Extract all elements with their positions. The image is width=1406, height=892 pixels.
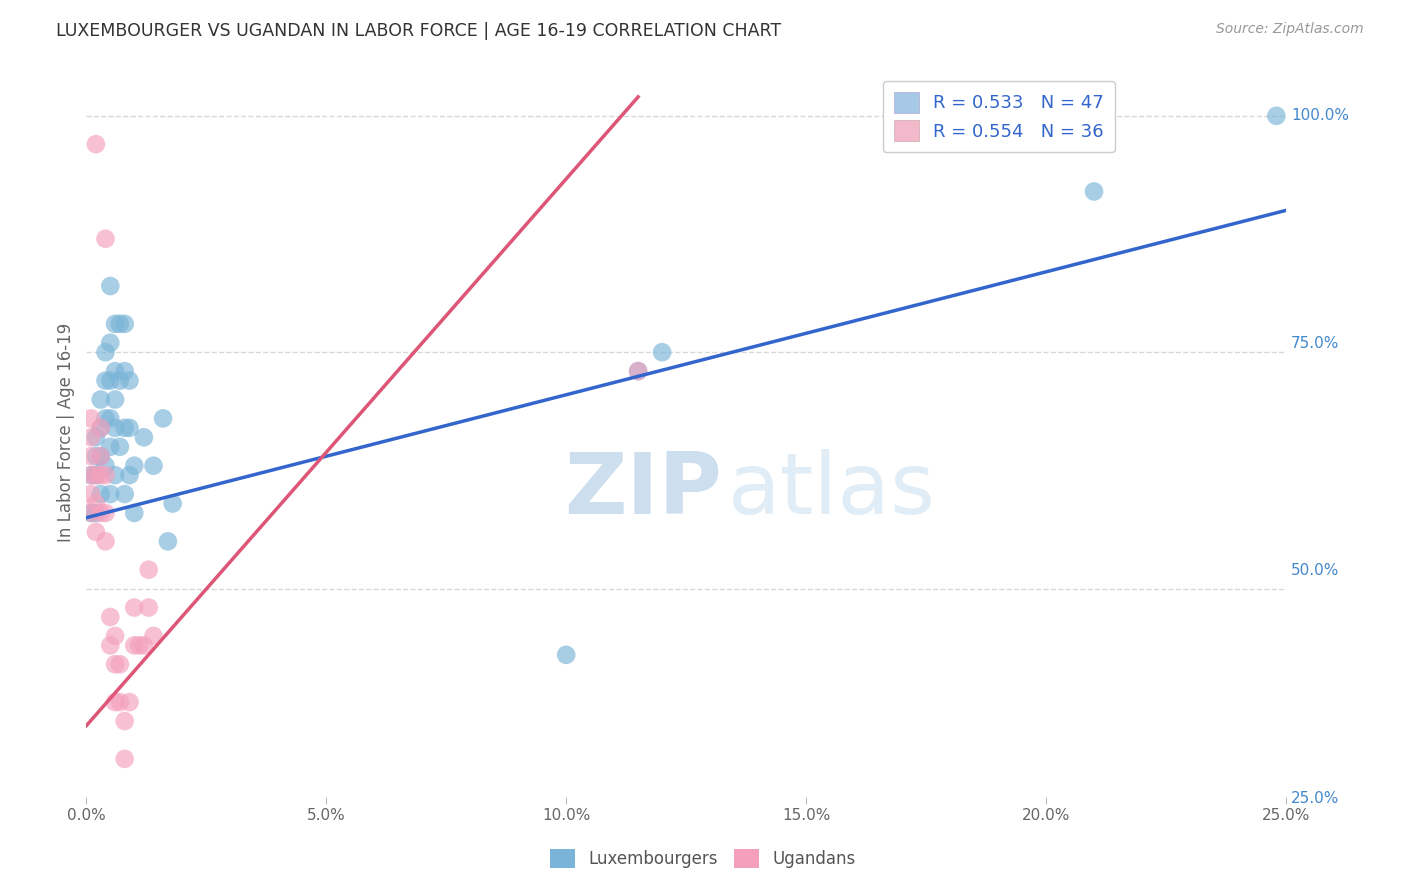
Point — [80, 468, 103, 483]
Point — [84, 496, 107, 510]
Point — [124, 600, 146, 615]
Point — [104, 695, 127, 709]
Point — [90, 392, 112, 407]
Point — [138, 563, 160, 577]
Point — [84, 430, 107, 444]
Legend: R = 0.533   N = 47, R = 0.554   N = 36: R = 0.533 N = 47, R = 0.554 N = 36 — [883, 81, 1115, 152]
Point — [98, 374, 121, 388]
Y-axis label: In Labor Force | Age 16-19: In Labor Force | Age 16-19 — [58, 323, 75, 542]
Point — [651, 345, 673, 359]
Point — [104, 421, 127, 435]
Point — [94, 374, 117, 388]
Point — [108, 695, 131, 709]
Point — [98, 411, 121, 425]
Point — [80, 411, 103, 425]
Point — [128, 639, 150, 653]
Legend: Luxembourgers, Ugandans: Luxembourgers, Ugandans — [543, 842, 863, 875]
Point — [94, 411, 117, 425]
Point — [84, 468, 107, 483]
Point — [98, 335, 121, 350]
Point — [152, 411, 174, 425]
Point — [94, 458, 117, 473]
Point — [118, 468, 141, 483]
Point — [90, 449, 112, 463]
Point — [108, 374, 131, 388]
Point — [94, 232, 117, 246]
Point — [90, 487, 112, 501]
Point — [94, 468, 117, 483]
Point — [1265, 109, 1288, 123]
Point — [124, 506, 146, 520]
Point — [104, 317, 127, 331]
Point — [118, 695, 141, 709]
Point — [108, 317, 131, 331]
Point — [94, 506, 117, 520]
Point — [118, 374, 141, 388]
Point — [114, 714, 136, 728]
Point — [138, 600, 160, 615]
Text: LUXEMBOURGER VS UGANDAN IN LABOR FORCE | AGE 16-19 CORRELATION CHART: LUXEMBOURGER VS UGANDAN IN LABOR FORCE |… — [56, 22, 782, 40]
Point — [104, 364, 127, 378]
Point — [80, 506, 103, 520]
Point — [142, 458, 165, 473]
Point — [104, 629, 127, 643]
Point — [98, 487, 121, 501]
Point — [98, 610, 121, 624]
Point — [80, 506, 103, 520]
Point — [90, 506, 112, 520]
Point — [124, 458, 146, 473]
Text: atlas: atlas — [728, 450, 936, 533]
Point — [108, 440, 131, 454]
Point — [98, 440, 121, 454]
Point — [132, 430, 155, 444]
Point — [114, 487, 136, 501]
Point — [114, 364, 136, 378]
Point — [162, 496, 184, 510]
Point — [90, 421, 112, 435]
Point — [84, 524, 107, 539]
Point — [84, 506, 107, 520]
Point — [90, 449, 112, 463]
Point — [94, 345, 117, 359]
Point — [90, 468, 112, 483]
Point — [114, 317, 136, 331]
Point — [104, 468, 127, 483]
Point — [627, 364, 650, 378]
Point — [84, 137, 107, 152]
Point — [94, 534, 117, 549]
Point — [108, 657, 131, 672]
Point — [555, 648, 578, 662]
Text: ZIP: ZIP — [564, 450, 723, 533]
Point — [627, 364, 650, 378]
Point — [80, 430, 103, 444]
Point — [98, 639, 121, 653]
Point — [124, 639, 146, 653]
Point — [98, 279, 121, 293]
Point — [84, 449, 107, 463]
Point — [114, 752, 136, 766]
Point — [80, 468, 103, 483]
Point — [84, 468, 107, 483]
Point — [118, 421, 141, 435]
Point — [142, 629, 165, 643]
Point — [104, 392, 127, 407]
Text: Source: ZipAtlas.com: Source: ZipAtlas.com — [1216, 22, 1364, 37]
Point — [132, 639, 155, 653]
Point — [80, 487, 103, 501]
Point — [156, 534, 179, 549]
Point — [114, 421, 136, 435]
Point — [1083, 185, 1105, 199]
Point — [104, 657, 127, 672]
Point — [80, 449, 103, 463]
Point — [90, 421, 112, 435]
